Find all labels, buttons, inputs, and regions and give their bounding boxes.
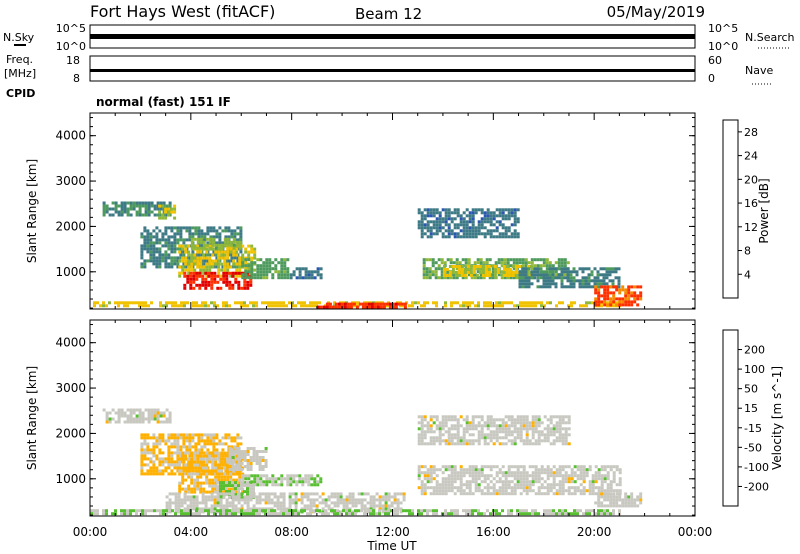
velocity-colorbar: -200 -100 -50 -15 15 50 100 200 Velocity [m s^-… — [722, 329, 784, 507]
velocity-colorbar-tick: 50 — [744, 383, 758, 396]
power-panel: 1000 2000 3000 4000 Slant Range [km] — [25, 112, 696, 310]
power-ylabel: Slant Range [km] — [25, 159, 39, 263]
power-y-tick-label: 4000 — [55, 129, 86, 143]
power-y-tick-label: 3000 — [55, 174, 86, 188]
velocity-y-tick-label: 4000 — [55, 336, 86, 350]
velocity-ylabel: Slant Range [km] — [25, 366, 39, 470]
velocity-region — [90, 509, 621, 516]
power-y-axis: 1000 2000 3000 4000 — [55, 117, 695, 309]
velocity-colorbar-tick: 100 — [744, 363, 765, 376]
power-y-tick-label: 1000 — [55, 265, 86, 279]
velocity-colorbar-tick: -50 — [744, 441, 762, 454]
power-data — [93, 201, 643, 309]
nave-tick-bottom: 0 — [708, 72, 715, 85]
time-axis-labels: 00:00 04:00 08:00 12:00 16:00 20:00 00:00 — [73, 525, 713, 539]
date-title: 05/May/2019 — [607, 3, 705, 21]
velocity-y-tick-label: 3000 — [55, 381, 86, 395]
noise-tick-top: 10^5 — [56, 22, 86, 35]
velocity-colorbar-tick: -100 — [744, 461, 769, 474]
freq-label: Freq. — [6, 53, 33, 66]
power-colorbar-label: Power [dB] — [757, 178, 771, 243]
time-tick-label: 00:00 — [678, 525, 713, 539]
station-title: Fort Hays West (fitACF) — [90, 2, 275, 21]
power-x-axis — [89, 113, 696, 309]
velocity-region — [417, 415, 571, 446]
power-y-tick-label: 2000 — [55, 219, 86, 233]
power-colorbar-tick: 28 — [744, 126, 758, 139]
beam-title: Beam 12 — [355, 5, 422, 23]
power-colorbar-tick: 16 — [744, 197, 758, 210]
velocity-y-tick-label: 1000 — [55, 472, 86, 486]
power-colorbar: 4 8 12 16 20 24 28 Power [dB] — [722, 119, 771, 299]
noise-tick-bottom: 10^0 — [56, 40, 86, 53]
power-region — [158, 204, 177, 220]
velocity-colorbar-tick: 15 — [744, 402, 758, 415]
time-tick-label: 04:00 — [174, 525, 209, 539]
cpid-label: CPID — [6, 87, 35, 100]
nsky-label: N.Sky — [3, 31, 35, 44]
freq-unit-label: [MHz] — [4, 67, 36, 80]
nave-label: Nave — [745, 64, 773, 77]
freq-strip: Freq. [MHz] 18 8 60 0 Nave CPID — [4, 53, 773, 100]
noise-strip: N.Sky 10^5 10^0 10^5 10^0 N.Search — [3, 22, 795, 53]
velocity-colorbar-tick: -15 — [744, 422, 762, 435]
noise-tick-top-right: 10^5 — [708, 22, 738, 35]
velocity-region — [594, 492, 643, 508]
nsky-trace — [90, 34, 695, 39]
freq-tick-bottom: 8 — [73, 72, 80, 85]
noise-tick-bottom-right: 10^0 — [708, 40, 738, 53]
velocity-y-tick-label: 2000 — [55, 426, 86, 440]
velocity-panel: 1000 2000 3000 4000 Slant Range [km] — [25, 319, 696, 517]
velocity-colorbar-label: Velocity [m s^-1] — [770, 366, 784, 470]
velocity-colorbar-tick: -200 — [744, 480, 769, 493]
freq-trace — [90, 69, 695, 72]
power-region — [417, 208, 520, 239]
power-region — [241, 258, 290, 280]
velocity-region — [241, 474, 323, 487]
time-tick-label: 16:00 — [476, 525, 511, 539]
mode-text: normal (fast) 151 IF — [96, 95, 231, 109]
power-colorbar-tick: 20 — [744, 173, 758, 186]
velocity-colorbar-tick: 200 — [744, 344, 765, 357]
velocity-region — [178, 451, 245, 494]
time-tick-label: 00:00 — [73, 525, 108, 539]
time-tick-label: 20:00 — [577, 525, 612, 539]
velocity-y-axis: 1000 2000 3000 4000 — [55, 324, 695, 516]
velocity-region — [417, 465, 622, 496]
velocity-region — [102, 408, 172, 424]
power-region — [594, 285, 643, 307]
x-axis-title: Time UT — [366, 539, 417, 553]
time-tick-label: 08:00 — [274, 525, 309, 539]
time-tick-label: 12:00 — [375, 525, 410, 539]
power-region — [289, 267, 323, 280]
velocity-data — [90, 408, 643, 516]
freq-tick-top: 18 — [66, 54, 80, 67]
power-region — [316, 302, 407, 309]
nave-tick-top: 60 — [708, 54, 722, 67]
power-region — [190, 237, 242, 250]
power-colorbar-tick: 8 — [744, 245, 751, 258]
velocity-x-axis — [89, 320, 696, 516]
power-region — [183, 271, 253, 290]
power-colorbar-tick: 4 — [744, 268, 751, 281]
power-colorbar-tick: 12 — [744, 221, 758, 234]
nsearch-label: N.Search — [745, 31, 795, 44]
power-colorbar-tick: 24 — [744, 150, 758, 163]
velocity-region — [228, 447, 268, 471]
